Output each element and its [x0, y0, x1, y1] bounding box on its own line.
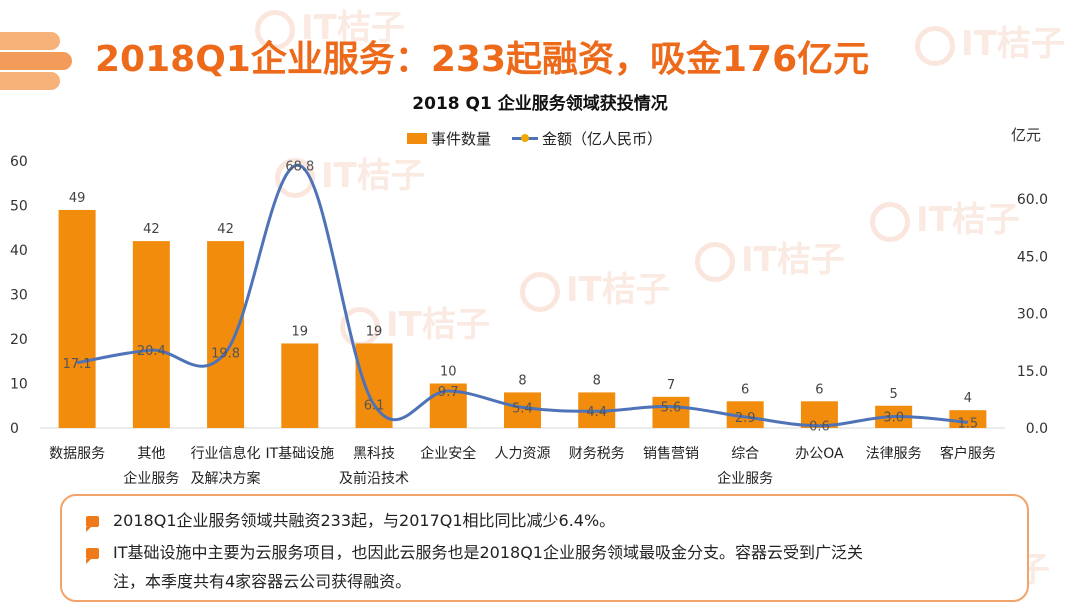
bar-data-label: 4	[964, 391, 972, 406]
line-data-label: 9.7	[438, 385, 459, 400]
line-data-label: 1.5	[958, 416, 979, 431]
note-text: 2018Q1企业服务领域共融资233起，与2017Q1相比同比减少6.4%。	[113, 511, 616, 530]
bar-data-label: 42	[217, 222, 234, 237]
category-label: 办公OA	[795, 446, 844, 462]
bar	[652, 396, 690, 428]
watermark-logo: IT桔子	[275, 148, 425, 198]
line-data-label: 17.1	[63, 357, 92, 372]
category-label: 及前沿技术	[339, 470, 409, 487]
legend-bar-label: 事件数量	[431, 130, 492, 148]
left-axis-tick-label: 50	[10, 199, 28, 215]
notes-box: 2018Q1企业服务领域共融资233起，与2017Q1相比同比减少6.4%。 I…	[60, 494, 1029, 602]
bar-data-label: 6	[815, 382, 823, 397]
category-label: 数据服务	[49, 446, 105, 462]
chart-title: 2018 Q1 企业服务领域获投情况	[412, 94, 668, 114]
note-text: IT基础设施中主要为云服务项目，也因此云服务也是2018Q1企业服务领域最吸金分…	[113, 543, 863, 562]
line-data-label: 5.4	[512, 401, 533, 416]
line-data-label: 19.8	[211, 346, 240, 361]
note-item-continuation: 注，本季度共有4家容器云公司获得融资。	[113, 567, 411, 596]
line-data-label: 68.8	[285, 160, 314, 175]
left-axis-tick-label: 40	[10, 243, 28, 259]
right-axis-tick-label: 45.0	[1017, 249, 1048, 265]
note-text: 注，本季度共有4家容器云公司获得融资。	[113, 572, 412, 591]
legend-item-bar: 事件数量	[407, 128, 491, 149]
category-label: 财务税务	[569, 446, 625, 462]
bar-data-label: 7	[667, 378, 675, 393]
bullet-icon	[86, 516, 99, 532]
category-label: 黑科技	[353, 446, 395, 462]
bar	[355, 343, 393, 428]
category-label: 法律服务	[866, 446, 922, 462]
category-label: 客户服务	[940, 445, 996, 462]
title-tab-decoration	[0, 52, 72, 70]
bar-data-label: 8	[593, 373, 601, 388]
line-data-label: 5.6	[661, 401, 682, 416]
category-label: 企业安全	[420, 445, 476, 462]
category-label: 行业信息化	[191, 445, 261, 462]
right-axis-title: 亿元	[1011, 126, 1042, 144]
left-axis-tick-label: 30	[10, 288, 28, 304]
bar-data-label: 49	[69, 191, 86, 206]
bar-data-label: 8	[518, 373, 526, 388]
category-label: 人力资源	[495, 446, 551, 462]
left-axis-tick-label: 10	[10, 377, 28, 393]
bar	[58, 209, 96, 428]
watermark-logo: IT桔子	[695, 232, 845, 282]
title-tab-decoration	[0, 72, 60, 90]
bar-data-label: 42	[143, 222, 160, 237]
watermark-logo: IT桔子	[255, 0, 405, 50]
category-label: 销售营销	[643, 446, 699, 462]
bar-data-label: 6	[741, 382, 749, 397]
legend-line-label: 金额（亿人民币）	[542, 130, 663, 148]
note-item: 2018Q1企业服务领域共融资233起，与2017Q1相比同比减少6.4%。	[86, 506, 615, 535]
line-data-label: 2.9	[735, 411, 756, 426]
left-axis-tick-label: 0	[10, 421, 19, 437]
note-item: IT基础设施中主要为云服务项目，也因此云服务也是2018Q1企业服务领域最吸金分…	[86, 538, 863, 567]
title-tab-decoration	[0, 32, 60, 50]
right-axis-tick-label: 15.0	[1017, 364, 1048, 380]
line-data-label: 4.4	[586, 405, 607, 420]
bar	[132, 241, 170, 428]
left-axis-tick-label: 60	[10, 154, 28, 170]
right-axis-tick-label: 60.0	[1017, 192, 1048, 208]
line-data-label: 0.6	[809, 420, 830, 435]
category-label: 其他	[137, 446, 165, 462]
bar-data-label: 19	[366, 324, 383, 339]
bar	[207, 241, 245, 428]
category-label: 综合	[731, 446, 759, 462]
category-label: 企业服务	[717, 470, 773, 487]
legend-item-line: 金额（亿人民币）	[512, 128, 662, 149]
line-data-label: 3.0	[883, 411, 904, 426]
bar	[281, 343, 319, 428]
left-axis-tick-label: 20	[10, 332, 28, 348]
legend-line-swatch	[512, 134, 538, 142]
category-label: 及解决方案	[191, 470, 261, 487]
right-axis-tick-label: 30.0	[1017, 307, 1048, 323]
watermark-logo: IT桔子	[915, 16, 1065, 66]
right-axis-tick-label: 0.0	[1026, 421, 1048, 437]
line-data-label: 6.1	[364, 399, 385, 414]
category-label: IT基础设施	[265, 445, 334, 462]
bar-data-label: 10	[440, 365, 457, 380]
bar	[949, 410, 987, 428]
category-label: 企业服务	[123, 470, 179, 487]
slide-title: 2018Q1企业服务：233起融资，吸金176亿元	[95, 39, 870, 80]
watermark-logo: IT桔子	[870, 192, 1020, 242]
line-data-label: 20.4	[137, 344, 166, 359]
bullet-icon	[86, 548, 99, 564]
amount-line	[76, 164, 969, 428]
watermark-logo: IT桔子	[520, 262, 670, 312]
bar-data-label: 5	[890, 387, 898, 402]
legend-bar-swatch	[407, 133, 427, 144]
bar-data-label: 19	[292, 324, 309, 339]
